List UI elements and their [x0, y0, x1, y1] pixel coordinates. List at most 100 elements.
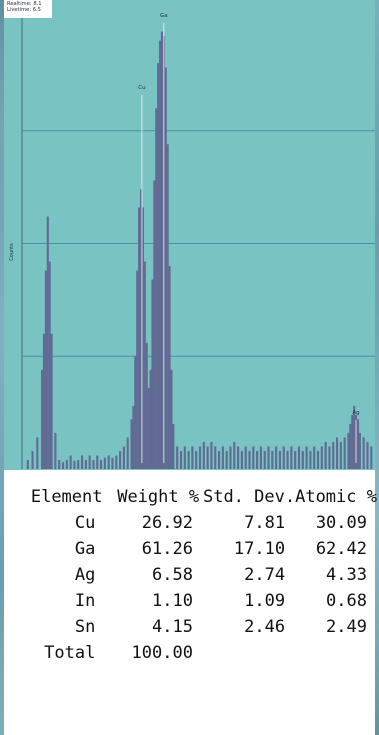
spectrum-bar: [157, 63, 160, 469]
spectrum-bar: [244, 446, 247, 469]
spectrum-bar: [191, 446, 194, 469]
cell-std-dev: [203, 640, 295, 666]
livetime-value: 6.5: [32, 7, 41, 13]
spectrum-bar: [61, 462, 65, 469]
spectrum-bar: [335, 437, 339, 469]
spectrum-bar: [349, 423, 352, 469]
spectrum-bar: [31, 450, 34, 469]
spectrum-bar: [122, 446, 125, 469]
table-row: In 1.10 1.09 0.68: [20, 588, 377, 614]
spectrum-bar: [356, 419, 360, 469]
spectrum-bar: [259, 446, 262, 469]
spectrum-bar: [351, 414, 354, 469]
spectrum-bar: [155, 108, 158, 469]
spectrum-bar: [286, 450, 289, 469]
cell-atomic: 4.33: [326, 565, 367, 585]
spectrum-bar: [160, 31, 164, 470]
spectrum-bar: [290, 446, 293, 469]
timing-header: Realtime: 8.1 Livetime: 6.5: [4, 0, 52, 18]
cell-atomic: 2.49: [326, 617, 367, 637]
spectrum-bar: [46, 216, 49, 469]
cell-weight: 4.15: [152, 617, 193, 637]
spectrum-bar: [147, 387, 150, 469]
table-row: Sn 4.15 2.46 2.49: [20, 614, 377, 640]
realtime-label: Realtime: [7, 1, 30, 7]
spectrum-bar: [233, 441, 236, 469]
cell-weight: 1.10: [152, 591, 193, 611]
cell-std-dev: 7.81: [244, 513, 286, 533]
spectrum-bar: [183, 446, 186, 469]
spectrum-bar: [92, 459, 95, 469]
spectrum-bar: [134, 356, 137, 469]
spectrum-bar: [218, 450, 221, 469]
peak-label-cu: Cu: [138, 85, 145, 91]
column-header-weight: Weight %: [117, 487, 200, 507]
spectrum-bar: [347, 432, 350, 469]
livetime-label: Livetime: [7, 7, 30, 13]
spectrum-bar: [136, 270, 139, 469]
spectrum-bar: [100, 459, 103, 469]
y-axis-label: Counts: [9, 243, 15, 261]
spectrum-bar: [143, 261, 146, 469]
cell-std-dev: 17.10: [233, 539, 286, 559]
spectrum-bar: [229, 446, 232, 469]
spectrum-bar: [159, 40, 162, 470]
spectrum-bar: [370, 446, 373, 469]
cell-std-dev: 2.46: [244, 617, 286, 637]
spectrum-bar: [179, 450, 183, 469]
spectrum-bar: [119, 450, 122, 469]
peak-label-ag: Ag: [352, 410, 359, 416]
spectrum-bar: [130, 419, 133, 469]
column-header-std-dev: Std. Dev.: [202, 487, 296, 507]
spectrum-bar: [151, 279, 154, 469]
table-row: Ga 61.26 17.10 62.42: [20, 536, 377, 562]
spectrum-bar: [320, 446, 323, 469]
spectrum-bar: [153, 180, 156, 470]
cell-element: Ag: [74, 565, 96, 585]
spectrum-bar: [170, 369, 173, 469]
spectrum-bar: [176, 446, 179, 469]
spectrum-bar: [172, 423, 175, 469]
spectrum-bar: [339, 441, 342, 469]
spectrum-bar: [36, 437, 39, 469]
report-card: Counts Ga Cu Ag Realtime: 8.1 Livetime: 6.5…: [4, 0, 377, 735]
spectrum-bar: [111, 457, 114, 470]
table-row: Ag 6.58 2.74 4.33: [20, 562, 377, 588]
spectrum-bar: [58, 459, 61, 469]
spectrum-chart: Counts Ga Cu Ag Realtime: 8.1 Livetime: 6.5: [4, 0, 375, 470]
plot-background: [4, 0, 375, 470]
spectrum-bar: [42, 333, 46, 469]
cell-std-dev: 2.74: [244, 565, 286, 585]
spectrum-bar: [168, 266, 171, 469]
spectrum-bar: [54, 432, 57, 469]
spectrum-bar: [77, 459, 80, 469]
livetime-line: Livetime: 6.5: [7, 7, 41, 13]
cell-weight: 61.26: [141, 539, 193, 559]
cell-element: Total: [44, 643, 96, 663]
spectrum-bar: [198, 446, 202, 469]
spectrum-bar: [240, 450, 243, 469]
spectrum-bar: [248, 450, 251, 469]
spectrum-bar: [145, 342, 148, 469]
spectrum-bar: [84, 459, 87, 469]
cell-element: In: [74, 591, 96, 611]
spectrum-bar: [332, 441, 335, 469]
spectrum-svg: Counts Ga Cu Ag: [4, 0, 375, 470]
cell-element: Sn: [74, 617, 96, 637]
spectrum-bar: [138, 207, 141, 470]
spectrum-bar: [164, 67, 167, 470]
spectrum-bar: [225, 450, 228, 469]
spectrum-bar: [73, 460, 76, 469]
spectrum-bar: [103, 457, 106, 470]
spectrum-bar: [166, 144, 169, 469]
table-row-total: Total 100.00: [20, 640, 377, 666]
spectrum-bar: [313, 446, 316, 469]
cell-element: Cu: [74, 513, 96, 533]
spectrum-bar: [141, 207, 144, 470]
spectrum-bar: [297, 446, 301, 469]
spectrum-bar: [149, 369, 152, 469]
spectrum-bar: [41, 369, 44, 469]
spectrum-bar: [206, 446, 209, 469]
spectrum-bar: [316, 450, 320, 469]
spectrum-bar: [362, 437, 365, 469]
